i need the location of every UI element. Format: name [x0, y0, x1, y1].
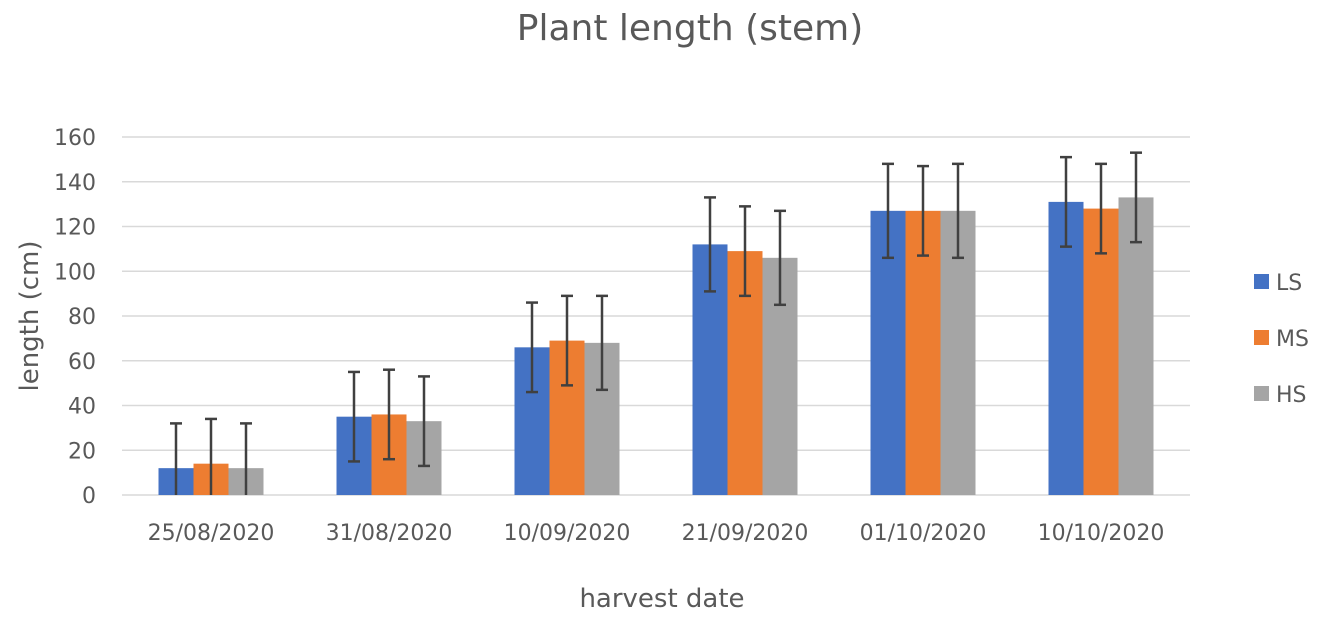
x-axis-ticks: 25/08/2020 31/08/2020 10/09/2020 21/09/2020…	[148, 521, 1165, 546]
y-tick-label: 80	[68, 305, 96, 330]
y-tick-label: 160	[54, 126, 96, 151]
bar-ms	[1083, 208, 1119, 495]
legend: LS MS HS	[1254, 271, 1309, 408]
error-bar	[526, 301, 538, 394]
error-bar	[170, 422, 182, 495]
x-tick-label: 25/08/2020	[148, 521, 275, 546]
legend-item-hs: HS	[1254, 383, 1307, 408]
error-bar	[774, 209, 786, 307]
x-tick-label: 10/10/2020	[1038, 521, 1165, 546]
error-bar	[561, 294, 573, 387]
legend-swatch	[1254, 330, 1269, 345]
legend-label: MS	[1276, 327, 1309, 352]
chart-title: Plant length (stem)	[517, 8, 864, 49]
y-axis-title: length (cm)	[15, 240, 45, 391]
error-bar	[240, 422, 252, 495]
legend-label: LS	[1276, 271, 1302, 296]
error-bar	[1095, 162, 1107, 255]
error-bar	[383, 368, 395, 461]
y-tick-label: 60	[68, 350, 96, 375]
error-bar	[952, 162, 964, 260]
legend-label: HS	[1276, 383, 1307, 408]
y-axis-ticks: 0 20 40 60 80 100 120 140 160	[54, 126, 96, 509]
error-bar	[418, 375, 430, 468]
x-tick-label: 10/09/2020	[504, 521, 631, 546]
x-axis-title: harvest date	[579, 584, 744, 614]
error-bar	[596, 294, 608, 392]
y-tick-label: 100	[54, 260, 96, 285]
legend-item-ms: MS	[1254, 327, 1309, 352]
y-tick-label: 120	[54, 216, 96, 241]
x-tick-label: 01/10/2020	[860, 521, 987, 546]
gridlines	[122, 136, 1190, 496]
error-bar	[1060, 155, 1072, 248]
error-bar	[348, 370, 360, 463]
y-tick-label: 0	[82, 484, 96, 509]
y-tick-label: 40	[68, 395, 96, 420]
y-tick-label: 140	[54, 171, 96, 196]
legend-swatch	[1254, 274, 1269, 289]
bar-ms	[905, 210, 941, 495]
x-tick-label: 31/08/2020	[326, 521, 453, 546]
error-bars	[170, 151, 1142, 495]
error-bar	[1130, 151, 1142, 244]
error-bar	[739, 205, 751, 298]
bar-hs	[1118, 197, 1154, 495]
error-bar	[882, 162, 894, 260]
legend-swatch	[1254, 386, 1269, 401]
error-bar	[205, 417, 217, 495]
legend-item-ls: LS	[1254, 271, 1302, 296]
error-bar	[704, 196, 716, 293]
bars	[158, 197, 1154, 495]
error-bar	[917, 164, 929, 257]
x-tick-label: 21/09/2020	[682, 521, 809, 546]
bar-ls	[1048, 201, 1084, 495]
y-tick-label: 20	[68, 439, 96, 464]
